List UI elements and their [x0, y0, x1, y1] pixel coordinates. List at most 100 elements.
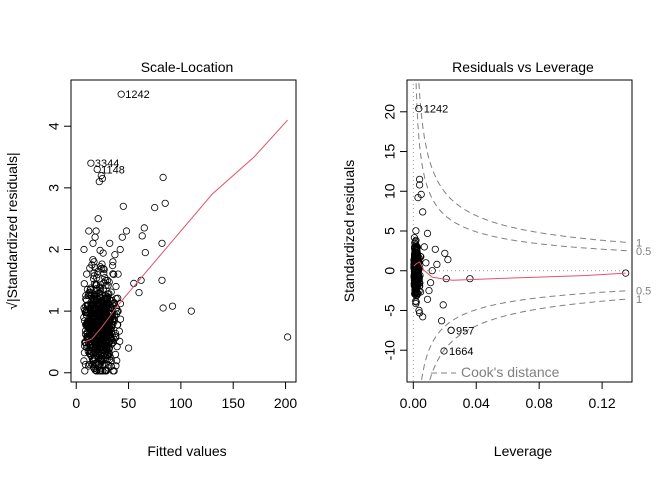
data-point — [108, 340, 116, 348]
data-point — [419, 208, 427, 216]
data-point — [94, 215, 102, 223]
data-point — [90, 343, 98, 352]
point-label: 1664 — [449, 346, 473, 358]
data-point — [95, 178, 103, 186]
data-point — [90, 296, 98, 304]
data-point — [104, 281, 112, 289]
y-tick-label: -5 — [382, 304, 398, 317]
data-point — [118, 233, 126, 241]
data-point — [96, 315, 104, 323]
data-point — [115, 327, 123, 335]
data-point — [87, 159, 95, 167]
data-point — [168, 302, 177, 310]
data-point — [98, 346, 107, 355]
data-point — [105, 278, 113, 286]
x-tick-label: 0.12 — [588, 395, 615, 411]
y-tick-label: 2 — [46, 245, 62, 253]
cooks-level-label: 1 — [636, 238, 642, 250]
data-point — [415, 306, 423, 314]
data-point — [85, 349, 94, 357]
data-point — [83, 270, 91, 278]
data-point — [415, 105, 423, 113]
data-point — [440, 347, 448, 355]
reference-lines — [407, 80, 632, 382]
data-point — [412, 252, 420, 260]
data-point — [119, 202, 127, 210]
data-point — [158, 239, 166, 247]
plot-frame — [406, 79, 633, 383]
data-point — [412, 267, 420, 276]
data-point — [107, 323, 116, 332]
data-point — [100, 313, 109, 321]
data-point — [413, 277, 421, 286]
data-point — [122, 227, 131, 235]
y-tick-label: 5 — [382, 227, 398, 235]
data-point — [433, 260, 441, 268]
y-tick-label: -10 — [382, 340, 398, 360]
point-label: 1242 — [424, 104, 448, 116]
data-point — [419, 313, 427, 321]
y-tick-label: 0 — [46, 369, 62, 377]
data-point — [111, 251, 119, 259]
data-point — [93, 321, 101, 329]
data-point — [86, 343, 94, 351]
point-label: 957 — [456, 325, 474, 337]
data-point — [110, 315, 118, 323]
data-point — [447, 326, 455, 334]
data-point — [106, 325, 115, 333]
data-point — [114, 321, 122, 329]
data-point — [109, 337, 117, 345]
cooks-level-label: 0.5 — [636, 286, 651, 298]
y-tick-label: 15 — [382, 144, 398, 160]
data-point — [125, 344, 133, 352]
data-point — [111, 350, 120, 358]
x-tick-label: 50 — [121, 395, 137, 411]
data-point — [92, 227, 100, 235]
data-point — [187, 307, 195, 315]
cooks-contour — [415, 83, 629, 252]
data-point — [84, 309, 92, 317]
data-point — [100, 309, 108, 317]
data-point — [411, 271, 419, 279]
data-point — [431, 245, 439, 253]
x-tick-label: 0.08 — [526, 395, 553, 411]
data-point — [89, 239, 97, 247]
data-point — [100, 304, 108, 312]
data-point — [96, 263, 104, 271]
x-axis-ticks: 0 50 100 150 200 — [72, 382, 297, 411]
data-point — [82, 295, 90, 303]
data-point — [114, 294, 122, 302]
y-tick-label: 4 — [46, 122, 62, 130]
data-point — [104, 276, 112, 284]
data-point — [112, 282, 120, 291]
panel-scale-location: Scale-Location Fitted values √|Standardi… — [4, 59, 297, 459]
data-point — [104, 290, 112, 298]
x-tick-label: 100 — [169, 395, 193, 411]
x-tick-label: 0.00 — [400, 395, 427, 411]
data-point — [114, 270, 122, 278]
data-point — [441, 249, 449, 257]
data-point — [85, 227, 93, 235]
cooks-level-label: 0.5 — [636, 246, 651, 258]
data-point — [135, 288, 143, 297]
data-point — [415, 175, 424, 183]
data-point — [80, 357, 88, 365]
data-point — [411, 243, 419, 251]
y-tick-label: 0 — [382, 267, 398, 275]
data-point — [83, 296, 91, 304]
data-point — [86, 264, 94, 272]
data-point — [97, 293, 105, 301]
smooth-line — [413, 261, 626, 281]
data-point — [80, 245, 88, 254]
data-point — [437, 317, 446, 325]
data-point — [444, 255, 452, 264]
cooks-legend: Cook's distance — [431, 364, 560, 380]
y-tick-label: 1 — [46, 307, 62, 315]
y-axis-ticks: 0 1 2 3 4 — [46, 122, 71, 377]
data-point — [81, 367, 89, 375]
data-point — [151, 204, 159, 212]
data-point — [95, 353, 103, 361]
data-point — [90, 364, 98, 372]
x-axis-label: Fitted values — [147, 443, 226, 459]
data-point — [439, 301, 447, 309]
